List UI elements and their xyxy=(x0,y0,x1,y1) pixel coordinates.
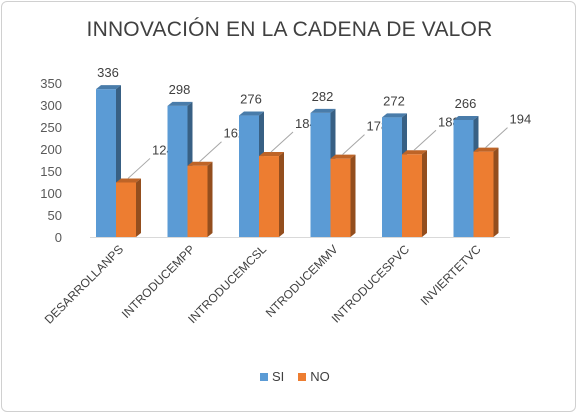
x-tick-label: DESARROLLANPS xyxy=(42,242,126,326)
data-label-si: 282 xyxy=(312,89,334,104)
y-tick-label: 100 xyxy=(40,186,62,201)
bar-top-no-1 xyxy=(187,161,213,166)
bar-side-no-5 xyxy=(493,147,499,237)
bar-top-si-3 xyxy=(310,108,336,113)
x-tick-label: INTRODUCEMPP xyxy=(119,242,198,321)
bar-top-si-0 xyxy=(96,85,121,90)
chart-title: INNOVACIÓN EN LA CADENA DE VALOR xyxy=(86,18,493,41)
x-tick-label: INTRODUCESPVC xyxy=(329,242,413,326)
data-label-no: 194 xyxy=(510,112,532,127)
y-tick-label: 300 xyxy=(40,98,62,113)
bar-no-4 xyxy=(402,154,422,237)
bar-top-no-0 xyxy=(116,178,141,183)
data-label-si: 336 xyxy=(97,65,119,80)
bar-si-5 xyxy=(453,119,474,237)
bar-side-no-1 xyxy=(207,161,213,237)
y-tick-label: 0 xyxy=(55,230,62,245)
bar-si-2 xyxy=(239,115,259,237)
bar-no-2 xyxy=(259,156,279,237)
y-tick-label: 50 xyxy=(48,208,62,223)
bar-side-no-2 xyxy=(279,152,284,237)
data-label-si: 298 xyxy=(169,82,191,97)
data-label-si: 266 xyxy=(455,96,477,111)
bar-no-0 xyxy=(116,182,136,237)
bar-si-3 xyxy=(310,112,331,237)
data-label-leader-no xyxy=(342,134,365,156)
bar-top-si-1 xyxy=(167,101,193,106)
y-tick-label: 200 xyxy=(40,142,62,157)
data-label-si: 272 xyxy=(383,93,405,108)
data-label-leader-no xyxy=(485,127,508,149)
bar-no-3 xyxy=(330,158,351,237)
chart-legend: SI NO xyxy=(260,369,330,384)
bar-top-no-4 xyxy=(402,150,427,155)
legend-item-si: SI xyxy=(260,369,284,384)
legend-swatch-no xyxy=(298,372,307,381)
bar-side-no-3 xyxy=(350,154,356,237)
y-tick-label: 350 xyxy=(40,76,62,91)
bar-top-no-3 xyxy=(330,154,356,159)
data-label-leader-no xyxy=(413,129,437,151)
bar-si-1 xyxy=(167,105,188,237)
bar-top-si-2 xyxy=(239,111,264,116)
data-label-si: 276 xyxy=(240,92,262,107)
bar-no-5 xyxy=(473,151,494,237)
bar-top-no-2 xyxy=(259,152,284,157)
y-tick-label: 150 xyxy=(40,164,62,179)
bar-top-si-4 xyxy=(382,113,407,118)
legend-label-no: NO xyxy=(310,369,330,384)
bar-top-no-5 xyxy=(473,147,499,152)
bar-side-no-0 xyxy=(136,178,141,237)
y-tick-label: 250 xyxy=(40,120,62,135)
data-label-leader-no xyxy=(199,141,222,163)
legend-swatch-si xyxy=(260,372,268,381)
bar-no-1 xyxy=(187,165,208,237)
legend-label-si: SI xyxy=(272,369,285,384)
x-tick-label: INVIERTETVC xyxy=(418,242,484,308)
x-tick-label: NTRODUCEMMV xyxy=(263,242,341,320)
legend-item-no: NO xyxy=(298,369,330,384)
bar-top-si-5 xyxy=(453,115,479,120)
data-label-leader-no xyxy=(127,158,151,179)
bar-si-0 xyxy=(96,89,116,237)
bar-si-4 xyxy=(382,117,402,237)
x-tick-label: INTRODUCEMCSL xyxy=(185,242,269,326)
data-label-leader-no xyxy=(270,131,294,153)
bar-side-no-4 xyxy=(422,150,427,237)
